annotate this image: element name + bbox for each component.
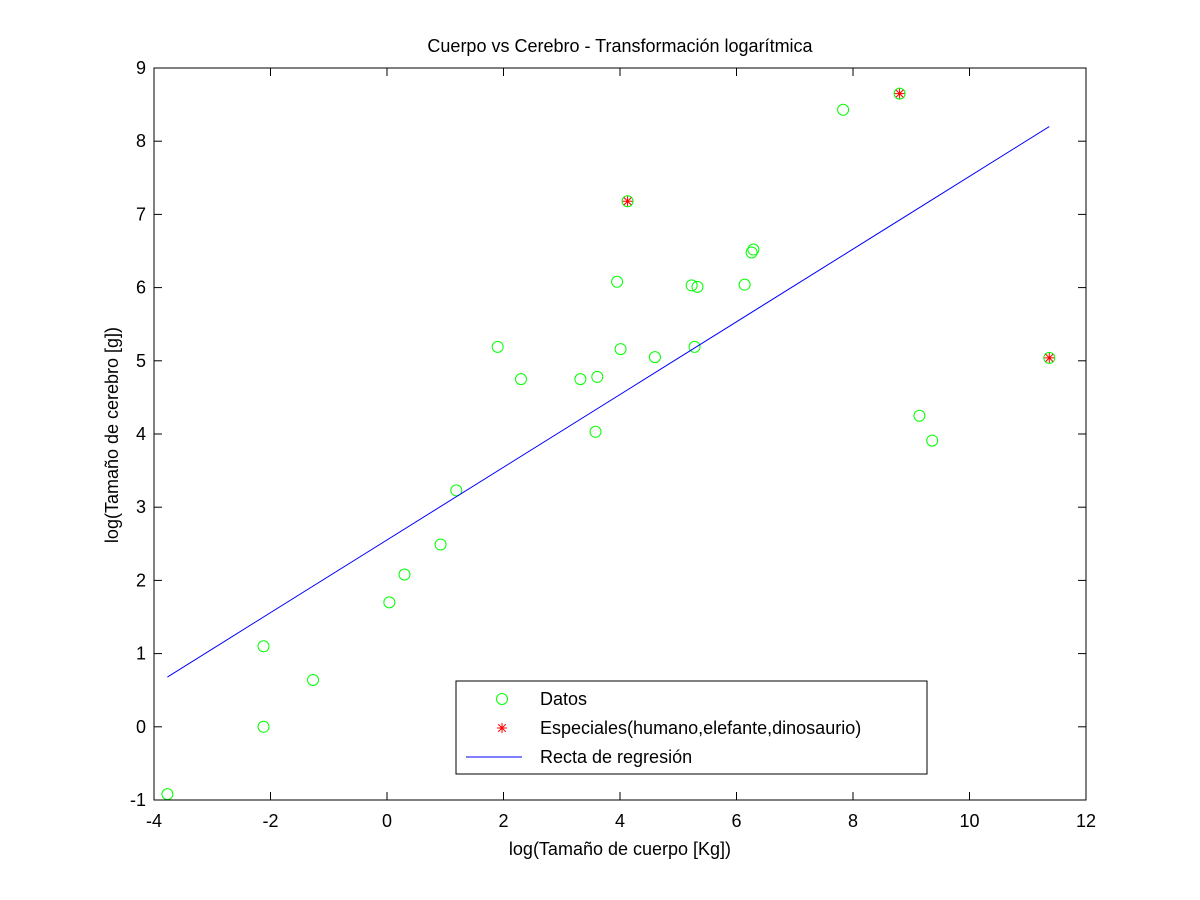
data-point: [893, 87, 906, 100]
y-tick-label: 8: [136, 131, 146, 151]
data-point: [491, 340, 504, 353]
data-point: [745, 246, 758, 259]
series-2: [167, 126, 1050, 678]
data-point: [614, 343, 627, 356]
data-point: [621, 195, 634, 208]
x-tick-label: -4: [146, 811, 162, 831]
y-tick-label: 4: [136, 424, 146, 444]
y-tick-label: 0: [136, 717, 146, 737]
legend-item: Recta de regresión: [466, 747, 692, 767]
chart-title: Cuerpo vs Cerebro - Transformación logar…: [427, 36, 813, 56]
asterisk-stroke: [1045, 353, 1054, 362]
data-point: [307, 673, 320, 686]
data-point: [837, 103, 850, 116]
y-tick-label: 6: [136, 278, 146, 298]
y-tick-label: -1: [130, 790, 146, 810]
series-0: [161, 87, 1056, 801]
data-point: [434, 538, 447, 551]
data-point: [257, 720, 270, 733]
data-point: [383, 596, 396, 609]
y-tick-label: 1: [136, 644, 146, 664]
legend-label: Datos: [540, 689, 587, 709]
data-point: [1043, 351, 1056, 364]
plot-area: [161, 87, 1056, 801]
x-tick-label: 0: [382, 811, 392, 831]
legend-item: Datos: [496, 689, 587, 709]
data-point: [450, 484, 463, 497]
data-point: [514, 373, 527, 386]
legend-label: Especiales(humano,elefante,dinosaurio): [540, 718, 861, 738]
data-point: [913, 409, 926, 422]
data-point: [747, 243, 760, 256]
legend: Datos Especiales(humano,elefante,dinosaur…: [455, 680, 928, 775]
y-tick-label: 5: [136, 351, 146, 371]
data-point: [685, 279, 698, 292]
y-tick-label: 7: [136, 204, 146, 224]
data-point: [574, 373, 587, 386]
y-tick-label: 3: [136, 497, 146, 517]
y-axis-title: log(Tamaño de cerebro [g]): [102, 327, 122, 543]
legend-circle-swatch: [496, 693, 508, 705]
data-point: [926, 434, 939, 447]
data-point: [611, 275, 624, 288]
y-tick-label: 9: [136, 58, 146, 78]
regression-line: [167, 126, 1050, 678]
asterisk-stroke: [497, 723, 507, 733]
asterisk-stroke: [895, 89, 904, 98]
data-point: [257, 640, 270, 653]
special-point: [622, 196, 633, 207]
legend-box: [455, 680, 928, 775]
data-point: [688, 340, 701, 353]
x-tick-label: 8: [848, 811, 858, 831]
x-tick-label: 2: [498, 811, 508, 831]
x-tick-label: 4: [615, 811, 625, 831]
legend-asterisk-swatch: [497, 723, 507, 733]
x-tick-label: 10: [959, 811, 979, 831]
legend-label: Recta de regresión: [540, 747, 692, 767]
data-point: [648, 351, 661, 364]
asterisk-stroke: [623, 197, 632, 206]
series-1: [622, 88, 1055, 363]
data-point: [591, 370, 604, 383]
legend-item: Especiales(humano,elefante,dinosaurio): [497, 718, 861, 738]
data-point: [691, 280, 704, 293]
special-point: [894, 88, 905, 99]
y-tick-label: 2: [136, 570, 146, 590]
x-tick-label: 12: [1076, 811, 1096, 831]
x-tick-label: 6: [731, 811, 741, 831]
x-tick-label: -2: [262, 811, 278, 831]
data-point: [738, 278, 751, 291]
data-point: [398, 568, 411, 581]
special-point: [1044, 352, 1055, 363]
data-point: [589, 425, 602, 438]
x-axis-title: log(Tamaño de cuerpo [Kg]): [509, 839, 731, 859]
